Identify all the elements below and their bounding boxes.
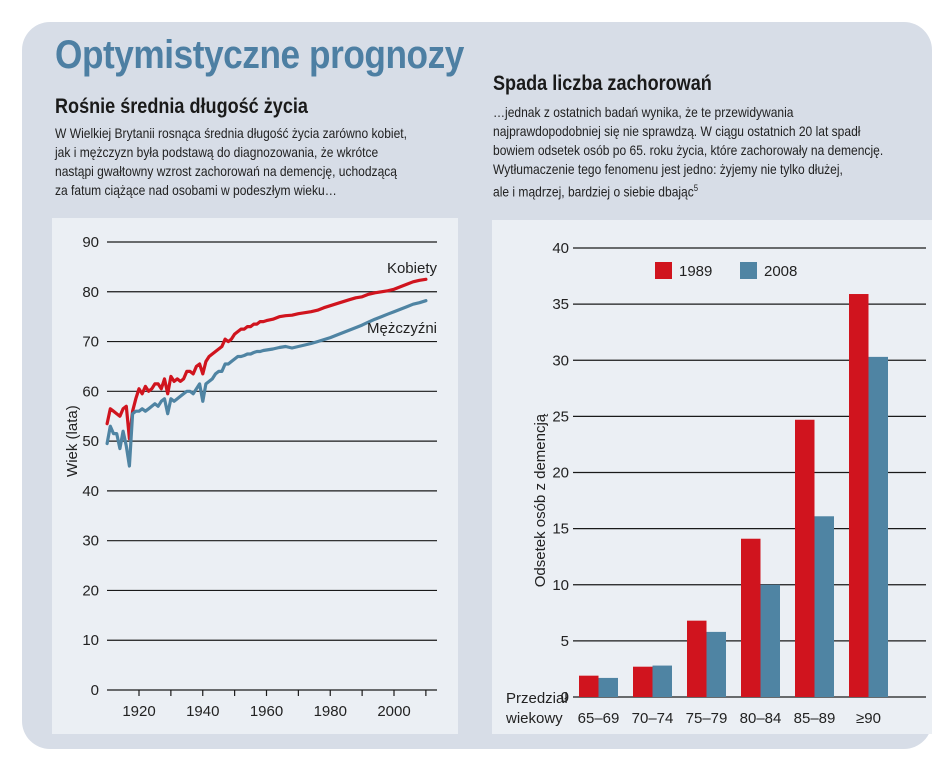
y-tick-label: 10 (82, 632, 99, 649)
legend-label-2008: 2008 (764, 263, 797, 280)
women-series-line (105, 277, 428, 441)
y-tick-label: 15 (552, 521, 569, 538)
y-tick-label: 40 (82, 483, 99, 500)
bar-2008 (814, 516, 834, 697)
legend-swatch-1989 (655, 262, 672, 279)
left-heading: Rośnie średnia długość życia (55, 95, 308, 118)
x-axis-label-line: wiekowy (505, 710, 563, 727)
right-lead-line: bowiem odsetek osób po 65. roku życia, k… (493, 142, 884, 158)
y-tick-label: 30 (82, 533, 99, 550)
x-tick-label: 1960 (250, 703, 283, 720)
y-tick-label: 35 (552, 296, 569, 313)
left-lead-line: jak i mężczyzn była podstawą do diagnozo… (55, 144, 379, 160)
bar-1989 (579, 675, 599, 697)
bar-2008 (760, 584, 780, 697)
right-lead-line: najprawdopodobniej się nie sprawdzą. W c… (493, 123, 861, 139)
right-heading: Spada liczba zachorowań (493, 72, 712, 95)
y-tick-label: 30 (552, 352, 569, 369)
y-tick-label: 40 (552, 240, 569, 257)
y-tick-label: 0 (91, 682, 99, 699)
series-label-men: Mężczyźni (367, 320, 437, 337)
y-tick-label: 70 (82, 334, 99, 351)
bar-2008 (652, 665, 672, 697)
legend-label-1989: 1989 (679, 263, 712, 280)
x-category-label: 80–84 (740, 710, 782, 727)
life-expectancy-line-chart: 0 10 20 30 40 50 60 70 80 90 1920 1940 1960 1980 2000… (64, 234, 438, 720)
x-category-label: 65–69 (578, 710, 620, 727)
y-tick-label: 90 (82, 234, 99, 251)
y-tick-label: 25 (552, 408, 569, 425)
y-tick-label: 60 (82, 383, 99, 400)
bar-1989 (633, 666, 653, 697)
right-lead-line: Wytłumaczenie tego fenomenu jest jedno: … (493, 161, 843, 177)
y-tick-label: 50 (82, 433, 99, 450)
y-tick-label: 5 (561, 633, 569, 650)
left-lead-line: nastąpi gwałtowny wzrost zachorowań na d… (55, 163, 397, 179)
left-lead: W Wielkiej Brytanii rosnąca średnia dług… (55, 124, 407, 200)
x-category-label: 70–74 (632, 710, 674, 727)
x-category-label: 85–89 (794, 710, 836, 727)
x-axis-label-line: Przedział (506, 690, 568, 707)
right-lead-line: …jednak z ostatnich badań wynika, że te … (493, 104, 794, 120)
y-axis-label: Odsetek osób z demencją (532, 413, 549, 587)
bar-1989 (795, 419, 815, 697)
dementia-bar-chart: 0 5 10 15 20 25 30 35 40 65–69 70–74 75–79 80–84 85–… (505, 240, 926, 727)
right-lead-line: ale i mądrzej, bardziej o siebie dbając5 (493, 179, 883, 202)
y-tick-label: 10 (552, 577, 569, 594)
y-tick-label: 80 (82, 284, 99, 301)
left-lead-line: za fatum ciążące nad osobami w podeszłym… (55, 182, 337, 198)
footnote-marker: 5 (693, 183, 699, 193)
y-tick-label: 20 (552, 465, 569, 482)
men-series-line (105, 299, 428, 468)
bar-2008 (598, 677, 618, 697)
right-lead: …jednak z ostatnich badań wynika, że te … (493, 103, 883, 202)
line-chart-panel: 0 10 20 30 40 50 60 70 80 90 1920 1940 1960 1980 2000… (52, 218, 458, 734)
y-tick-label: 20 (82, 582, 99, 599)
bar-1989 (741, 538, 761, 697)
x-tick-label: 1920 (122, 703, 155, 720)
bar-2008 (706, 631, 726, 697)
bar-chart-panel: 0 5 10 15 20 25 30 35 40 65–69 70–74 75–79 80–84 85–… (492, 220, 932, 734)
x-tick-label: 1940 (186, 703, 219, 720)
y-tick-label: 0 (561, 689, 569, 706)
bar-1989 (849, 294, 869, 697)
y-axis-label: Wiek (lata) (64, 405, 81, 477)
main-title: Optymistyczne prognozy (55, 33, 464, 77)
series-label-women: Kobiety (387, 260, 438, 277)
left-lead-line: W Wielkiej Brytanii rosnąca średnia dług… (55, 125, 407, 141)
x-tick-label: 1980 (314, 703, 347, 720)
bar-1989 (687, 620, 707, 697)
legend-swatch-2008 (740, 262, 757, 279)
x-tick-label: 2000 (377, 703, 410, 720)
x-category-label: ≥90 (856, 710, 881, 727)
x-category-label: 75–79 (686, 710, 728, 727)
right-lead-last-text: ale i mądrzej, bardziej o siebie dbając (493, 183, 694, 200)
bar-2008 (868, 356, 888, 697)
